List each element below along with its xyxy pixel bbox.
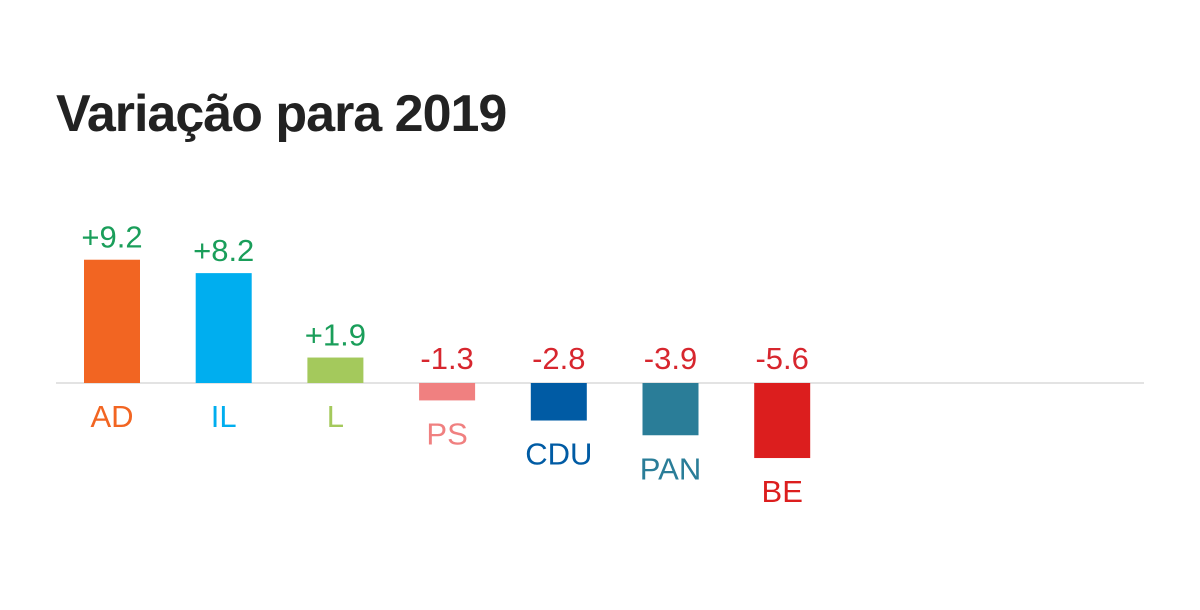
bar-il (195, 273, 252, 383)
bar-ad (84, 259, 140, 383)
value-label-be: -5.6 (755, 341, 808, 376)
bar-l (307, 357, 364, 383)
category-label-cdu: CDU (525, 437, 592, 472)
category-label-ps: PS (426, 416, 467, 451)
value-label-l: +1.9 (305, 318, 366, 353)
category-label-l: L (327, 399, 344, 434)
value-label-ad: +9.2 (81, 220, 142, 255)
bar-be (754, 383, 811, 459)
bar-pan (642, 383, 699, 436)
category-label-il: IL (211, 399, 237, 434)
value-label-pan: -3.9 (644, 341, 697, 376)
bar-cdu (530, 383, 587, 421)
category-label-be: BE (762, 474, 803, 509)
bars-layer: +9.2 AD +8.2 IL +1.9 L -1.3 PS -2.8 CDU -3.9 PAN -5.… (81, 220, 811, 509)
value-label-cdu: -2.8 (532, 341, 585, 376)
value-label-il: +8.2 (193, 233, 254, 268)
category-label-ad: AD (90, 399, 133, 434)
chart-title: Variação para 2019 (56, 85, 507, 143)
value-label-ps: -1.3 (420, 341, 473, 376)
category-label-pan: PAN (640, 451, 701, 486)
bar-ps (419, 383, 476, 401)
